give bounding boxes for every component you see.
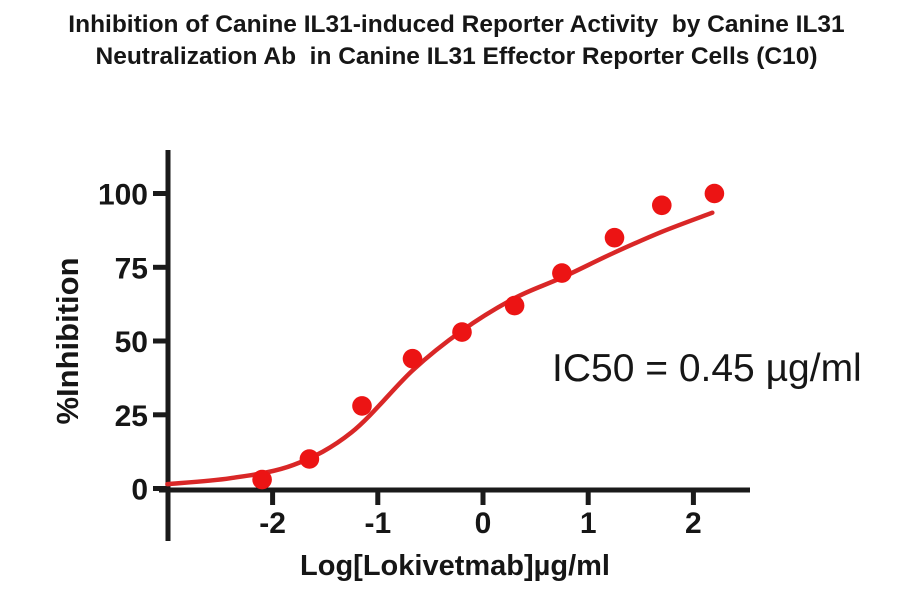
y-tick-label: 75 (115, 252, 148, 285)
y-axis-title: %Inhibition (50, 257, 85, 424)
data-point (452, 322, 472, 342)
axes (153, 150, 750, 541)
chart-title-line1: Inhibition of Canine IL31-induced Report… (68, 11, 845, 38)
data-point (652, 195, 672, 216)
data-point (402, 348, 423, 369)
data-point (704, 183, 725, 204)
data-point (552, 263, 572, 283)
y-tick-labels: 100 75 50 25 0 (98, 179, 148, 507)
ic50-annotation: IC50 = 0.45 µg/ml (552, 347, 862, 390)
data-point (299, 449, 320, 469)
x-tick-label: 1 (580, 507, 597, 540)
y-tick-label: 100 (98, 179, 148, 212)
y-tick-label: 50 (115, 326, 148, 359)
x-tick-label: -1 (364, 507, 391, 540)
x-tick-label: -2 (259, 507, 286, 540)
x-tick-labels: -2 -1 0 1 2 (259, 507, 701, 540)
chart-title-line2: Neutralization Ab in Canine IL31 Effecto… (95, 43, 818, 70)
data-point (604, 227, 625, 248)
chart-title: Inhibition of Canine IL31-induced Report… (0, 9, 913, 73)
data-points-layer (252, 183, 725, 490)
x-axis-title: Log[Lokivetmab]µg/ml (300, 550, 610, 582)
data-point (352, 396, 372, 416)
data-point (252, 469, 272, 490)
x-tick-label: 2 (685, 507, 702, 540)
x-tick-label: 0 (475, 507, 492, 540)
y-tick-label: 25 (115, 400, 148, 433)
data-point (504, 295, 525, 316)
y-tick-label: 0 (131, 474, 148, 507)
